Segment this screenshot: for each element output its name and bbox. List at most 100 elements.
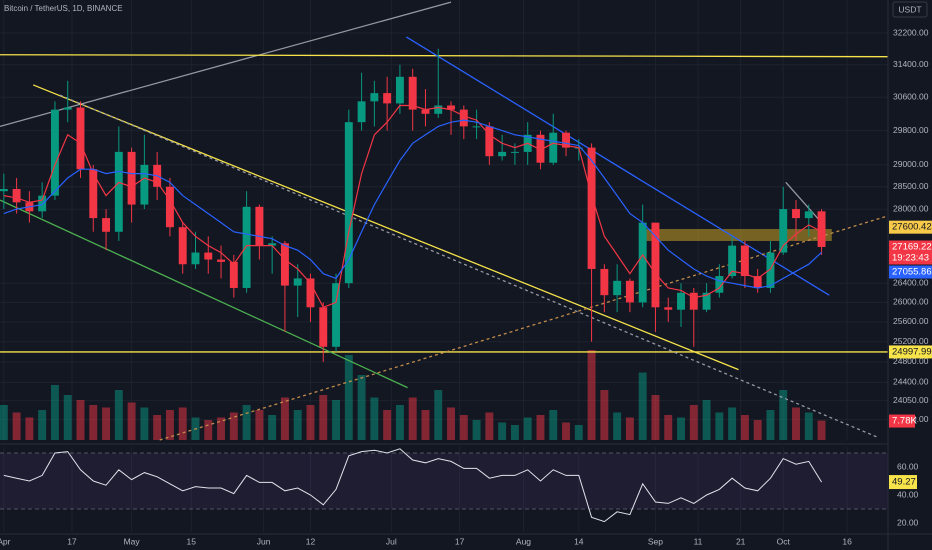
price-badge-label: 27169.22 — [892, 242, 932, 253]
volume-bar — [817, 420, 826, 440]
candle-body — [102, 218, 111, 232]
candle-body — [600, 268, 609, 296]
candle-body — [779, 209, 788, 253]
y-tick-label: 28500.00 — [893, 181, 929, 191]
volume-bar — [689, 405, 698, 440]
volume-bar — [638, 372, 647, 440]
volume-bar — [255, 410, 264, 440]
volume-bar — [562, 422, 570, 440]
volume-bar — [728, 407, 737, 440]
volume-bar — [664, 415, 673, 440]
moving-average — [3, 104, 822, 309]
volume-bar — [293, 410, 302, 440]
x-tick-label: Jul — [386, 536, 397, 546]
volume-bar — [587, 350, 596, 440]
candle-body — [319, 307, 328, 347]
volume-bar — [268, 415, 277, 440]
volume-bar — [677, 417, 685, 440]
rsi-band — [0, 453, 888, 510]
candle-body — [178, 227, 187, 265]
volume-bar — [613, 412, 622, 440]
x-tick-label: May — [124, 536, 141, 546]
y-tick-label: 30600.00 — [893, 91, 929, 101]
candle-body — [383, 93, 392, 104]
countdown: 19:23:43 — [892, 253, 929, 264]
volume-bar — [434, 390, 443, 440]
candle-body — [459, 109, 468, 127]
x-tick-label: 15 — [187, 536, 197, 546]
candle-body — [217, 259, 226, 262]
candle-body — [485, 126, 494, 157]
candle-body — [677, 292, 685, 310]
candle-body — [408, 76, 417, 110]
x-tick-label: 16 — [842, 536, 852, 546]
volume-bar — [600, 390, 609, 440]
candle-body — [613, 280, 622, 296]
x-tick-label: Oct — [777, 536, 791, 546]
volume-bar — [408, 397, 417, 440]
volume-bar — [140, 407, 149, 440]
y-tick-label: 24800.00 — [893, 356, 929, 366]
volume-bar — [89, 405, 98, 440]
volume-badge — [889, 414, 915, 428]
y-tick-label: 32200.00 — [893, 27, 929, 37]
candle-body — [472, 126, 481, 128]
currency-box[interactable] — [892, 1, 928, 18]
x-tick-label: 21 — [736, 536, 746, 546]
y-tick-label: 24050.00 — [893, 395, 929, 405]
trend-line — [0, 199, 408, 389]
volume-bar — [792, 407, 800, 440]
axis: 32200.00 31400.00 30600.00 29800.00 29000.00… — [0, 27, 932, 546]
volume-bar — [50, 385, 59, 440]
price-badge — [889, 345, 932, 359]
trend-line — [159, 215, 888, 441]
volume-bar — [178, 407, 187, 440]
chart-title: Bitcoin / TetherUS, 1D, BINANCE — [4, 4, 123, 13]
candle-body — [12, 188, 21, 203]
rsi-pane — [0, 447, 888, 532]
trend-line — [785, 181, 823, 224]
y-tick-label: 31400.00 — [893, 59, 929, 69]
trend-line — [59, 94, 880, 439]
volume-bar — [740, 415, 749, 440]
candle-body — [63, 107, 72, 110]
candle-body — [0, 188, 8, 192]
volume-bar — [102, 407, 111, 440]
trend-line — [0, 1, 452, 127]
candle-body — [753, 276, 762, 288]
volume-bar — [549, 410, 558, 440]
x-tick-label: 17 — [67, 536, 77, 546]
volume-bar — [25, 417, 34, 440]
zone — [645, 229, 832, 241]
volume-bar — [459, 415, 468, 440]
candle-body — [766, 252, 775, 288]
volume-bar — [472, 420, 481, 440]
candle-body — [804, 211, 813, 219]
candle-body — [689, 292, 698, 310]
volume-bar — [63, 395, 72, 440]
volume-bar — [242, 405, 251, 440]
candle-body — [395, 76, 404, 104]
candle-body — [817, 211, 826, 247]
candle-body — [728, 245, 737, 277]
price-badge — [889, 265, 932, 279]
volume-bar — [753, 420, 762, 440]
candle-body — [625, 280, 634, 303]
rsi-badge-label: 49.27 — [892, 477, 916, 488]
candle-body — [740, 245, 749, 277]
rsi-tick-label: 60.00 — [897, 461, 919, 471]
price-pane — [0, 0, 888, 441]
x-tick-label: Apr — [0, 536, 11, 546]
volume-bar — [421, 410, 430, 440]
candle-body — [792, 209, 800, 219]
volume-bar — [38, 410, 47, 440]
rsi-tick-label: 40.00 — [897, 489, 919, 499]
price-badge-label: 27600.42 — [892, 222, 932, 233]
price-badge — [889, 240, 932, 265]
trend-line — [405, 36, 830, 296]
trend-line — [0, 54, 888, 58]
y-tick-label: 24400.00 — [893, 377, 929, 387]
volume-bar — [357, 375, 366, 440]
